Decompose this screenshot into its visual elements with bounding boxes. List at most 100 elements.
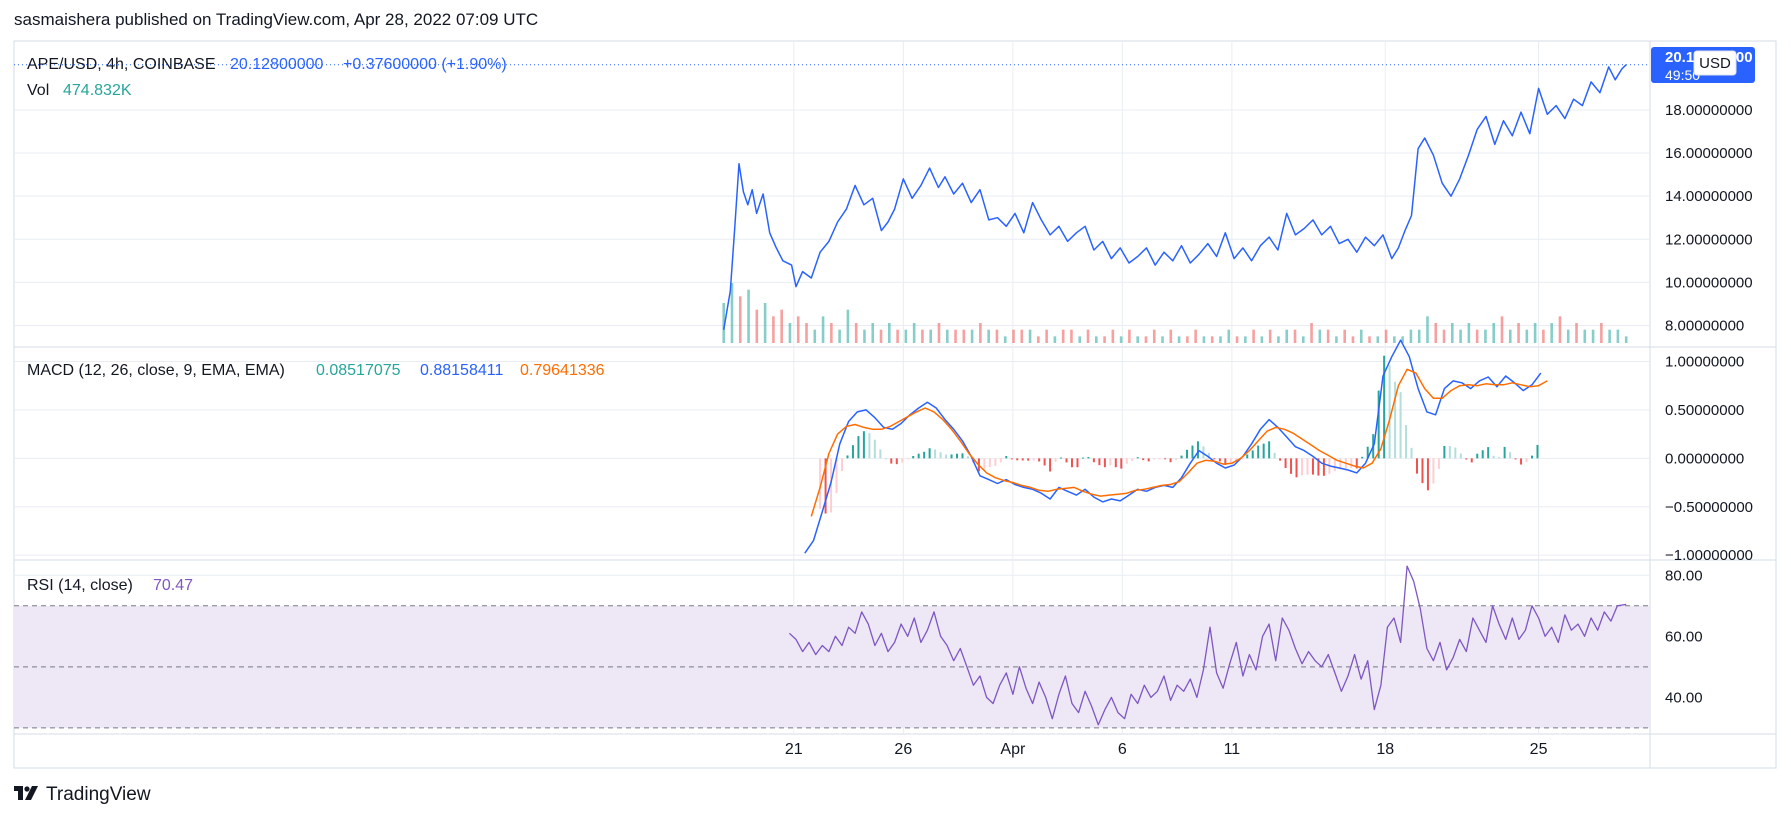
volume-bar (1475, 329, 1479, 343)
macd-histogram-bar (1218, 458, 1221, 462)
volume-bar (1558, 316, 1562, 343)
volume-bar (1227, 329, 1231, 343)
time-tick-label: 26 (894, 741, 912, 758)
volume-bar (954, 329, 957, 343)
macd-histogram-bar (999, 458, 1002, 463)
macd-histogram-bar (1092, 458, 1095, 463)
volume-bar (904, 329, 908, 343)
volume-bar (1492, 323, 1496, 343)
volume-bar (1028, 329, 1032, 343)
macd-histogram-bar (1405, 425, 1408, 459)
macd-histogram-bar (873, 439, 876, 459)
macd-histogram-bar (1295, 458, 1298, 478)
legend-macd-value: 0.88158411 (420, 362, 503, 379)
macd-histogram-bar (945, 454, 948, 459)
volume-bar (871, 323, 875, 343)
volume-bar (1128, 329, 1131, 343)
volume-bar (1045, 329, 1048, 343)
macd-histogram-bar (1306, 458, 1309, 475)
macd-histogram-bar (1366, 446, 1369, 459)
legend-macd-label[interactable]: MACD (12, 26, close, 9, EMA, EMA) (27, 362, 285, 379)
volume-bar (1260, 336, 1264, 343)
macd-line (804, 339, 1542, 554)
macd-histogram-bar (939, 452, 942, 459)
macd-histogram-bar (1476, 453, 1479, 459)
currency-button-label[interactable]: USD (1699, 55, 1731, 72)
macd-histogram-bar (1136, 457, 1139, 459)
volume-bar (912, 323, 916, 343)
macd-histogram-bar (890, 458, 893, 464)
volume-bar (970, 329, 974, 343)
macd-histogram-bar (1498, 457, 1501, 459)
macd-histogram-bar (1060, 457, 1063, 459)
volume-bar (755, 309, 759, 343)
volume-bars (722, 283, 1628, 343)
macd-histogram-bar (1410, 447, 1413, 459)
macd-histogram-bar (846, 455, 849, 459)
volume-bar (780, 309, 783, 343)
volume-bar (1600, 323, 1603, 343)
macd-histogram-bar (988, 458, 991, 468)
macd-histogram-bar (1333, 458, 1336, 472)
volume-bar (1202, 336, 1206, 343)
macd-tick-label: −0.50000000 (1665, 499, 1753, 516)
volume-bar (788, 323, 792, 343)
macd-histogram-bar (1481, 450, 1484, 459)
volume-bar (1210, 336, 1214, 343)
macd-histogram-bar (1207, 452, 1210, 459)
currency-button[interactable] (1693, 50, 1737, 76)
volume-bar (1500, 316, 1504, 343)
legend-symbol[interactable]: APE/USD, 4h, COINBASE (27, 56, 216, 73)
legend-rsi-label[interactable]: RSI (14, close) (27, 577, 133, 594)
volume-bar (830, 323, 833, 343)
macd-histogram-bar (1180, 455, 1183, 459)
volume-bar (1351, 336, 1355, 343)
rsi-tick-label: 40.00 (1665, 689, 1703, 706)
macd-histogram-bar (862, 431, 865, 459)
volume-bar (821, 316, 825, 343)
macd-histogram-bar (1383, 355, 1386, 459)
macd-histogram-bar (1038, 458, 1041, 462)
macd-histogram-bar (1005, 456, 1008, 459)
macd-histogram-bar (1355, 458, 1358, 469)
macd-histogram-bar (1503, 446, 1506, 459)
volume-bar (945, 329, 949, 343)
volume-bar (1235, 336, 1239, 343)
macd-histogram-bar (1339, 458, 1342, 470)
tradingview-logo[interactable]: TradingView (14, 783, 151, 806)
macd-histogram-bar (1213, 458, 1216, 460)
macd-histogram-bar (1054, 458, 1057, 462)
volume-bar (1119, 336, 1123, 343)
time-tick-label: 11 (1224, 741, 1241, 758)
volume-bar (1037, 336, 1040, 343)
volume-bar (1517, 323, 1520, 343)
volume-bar (1277, 336, 1280, 343)
volume-bar (1484, 329, 1487, 343)
volume-bar (1152, 329, 1156, 343)
volume-bar (1409, 329, 1413, 343)
macd-histogram-bar (1191, 445, 1194, 459)
macd-histogram-bar (1361, 456, 1364, 459)
volume-bar (1566, 329, 1570, 343)
macd-histogram-bar (1459, 453, 1462, 459)
legend-vol-label[interactable]: Vol (27, 82, 49, 99)
volume-bar (1136, 336, 1139, 343)
volume-bar (1103, 336, 1106, 343)
macd-histogram-bar (1416, 458, 1418, 474)
macd-histogram-bar (1229, 458, 1232, 463)
time-tick-label: Apr (1000, 741, 1026, 758)
volume-bar (1359, 329, 1363, 343)
volume-bar (879, 329, 883, 343)
macd-histogram-bar (1268, 441, 1271, 459)
volume-bar (1393, 336, 1396, 343)
macd-histogram-bar (1147, 458, 1150, 462)
macd-tick-label: 0.50000000 (1665, 402, 1744, 419)
volume-bar (813, 329, 817, 343)
series-layer (14, 64, 1650, 726)
volume-bar (854, 323, 858, 343)
macd-histogram-bar (868, 433, 871, 459)
volume-bar (747, 289, 750, 343)
legend-macd-hist: 0.08517075 (316, 362, 401, 379)
macd-histogram-bar (1525, 458, 1528, 463)
